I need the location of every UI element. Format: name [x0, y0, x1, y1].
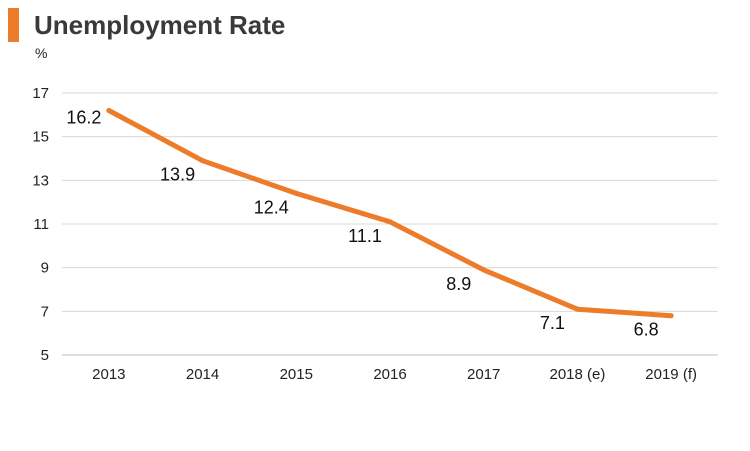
y-tick-label: 13	[32, 172, 49, 189]
x-tick-label: 2015	[280, 366, 313, 383]
data-label: 13.9	[160, 165, 195, 185]
series	[106, 107, 674, 319]
data-point	[668, 313, 674, 319]
title-accent-bar	[8, 8, 19, 42]
x-tick-label: 2014	[186, 366, 219, 383]
y-tick-label: 5	[41, 347, 49, 364]
data-point	[481, 267, 487, 273]
series-line	[106, 108, 674, 319]
data-point	[200, 158, 206, 164]
x-tick-label: 2019 (f)	[645, 366, 697, 383]
x-tick-label: 2016	[373, 366, 406, 383]
x-tick-label: 2013	[92, 366, 125, 383]
data-label: 6.8	[634, 320, 659, 340]
data-label: 11.1	[348, 226, 382, 246]
data-label: 16.2	[66, 107, 101, 127]
data-label: 8.9	[446, 274, 471, 294]
data-labels: 16.2 13.9 12.4 11.1 8.9 7.1 6.8	[66, 107, 658, 339]
y-tick-label: 17	[32, 85, 49, 102]
chart-title: Unemployment Rate	[34, 10, 286, 40]
data-point	[106, 107, 112, 113]
data-point	[574, 306, 580, 312]
y-tick-label: 9	[41, 260, 49, 277]
x-axis-ticks: 2013 2014 2015 2016 2017 2018 (e) 2019 (f)	[92, 366, 697, 383]
data-point	[387, 219, 393, 225]
data-point	[293, 190, 299, 196]
y-tick-label: 15	[32, 129, 49, 146]
data-label: 7.1	[540, 313, 565, 333]
x-tick-label: 2018 (e)	[549, 366, 605, 383]
y-axis-ticks: 5 7 9 11 13 15 17	[32, 85, 49, 364]
y-axis-unit-label: %	[35, 45, 47, 61]
x-tick-label: 2017	[467, 366, 500, 383]
data-label: 12.4	[254, 197, 289, 217]
y-tick-label: 7	[41, 303, 49, 320]
y-tick-label: 11	[33, 216, 49, 233]
